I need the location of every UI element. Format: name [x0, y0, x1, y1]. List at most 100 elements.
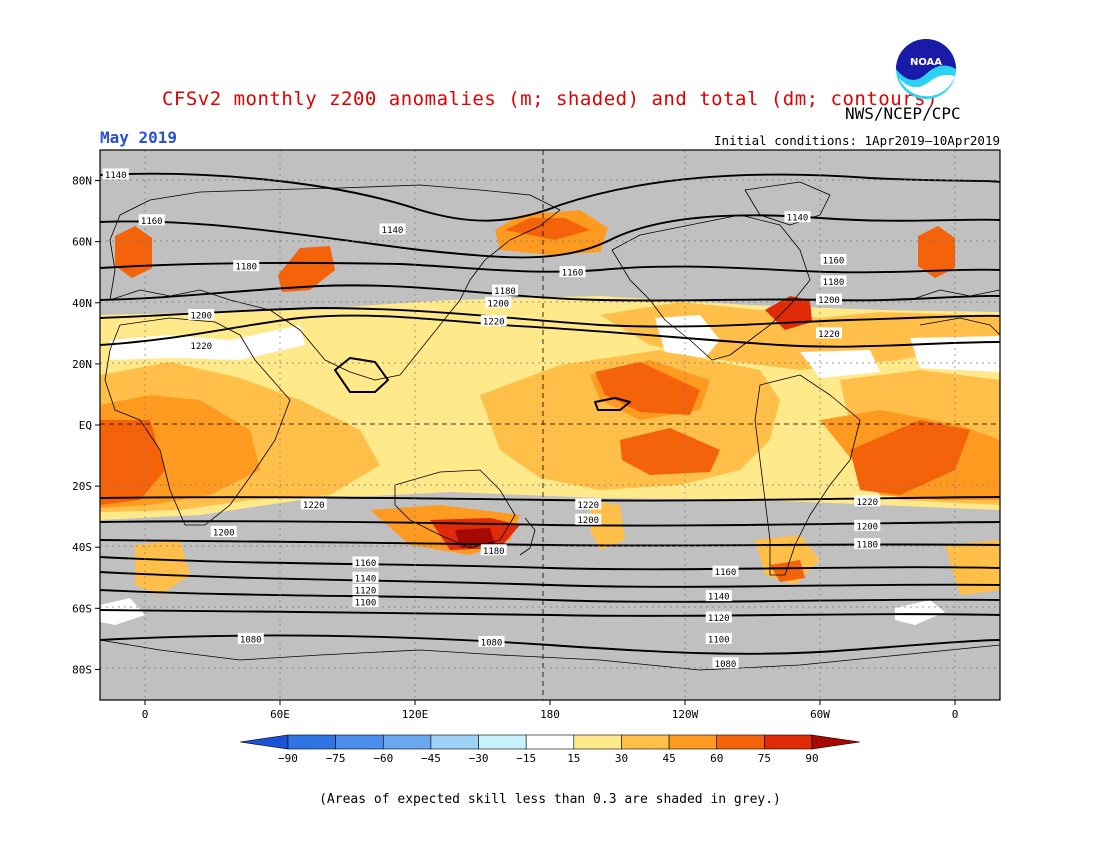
contour-label: 1080: [478, 635, 505, 648]
contour-label-bg: [210, 525, 237, 537]
contour-label: 1220: [188, 339, 215, 352]
contour-label-bg: [300, 498, 327, 510]
contour-label: 1080: [237, 632, 264, 645]
colorbar-arrow-high: [811, 734, 861, 750]
contour-label: 1200: [210, 525, 237, 538]
colorbar-tick-label: 75: [758, 752, 771, 765]
contour-label-text: 1080: [240, 635, 262, 645]
coastline-antarctica: [100, 639, 1000, 671]
contour-label-text: 1220: [190, 342, 212, 352]
lon-tick-label: 180: [540, 708, 560, 721]
colorbar-tick-label: −45: [421, 752, 441, 765]
contour-label: 1160: [138, 214, 165, 227]
contour-label-bg: [379, 223, 406, 235]
colorbar-tick-label: 15: [567, 752, 580, 765]
colorbar-tick-label: 90: [805, 752, 818, 765]
contour-label: 1220: [816, 327, 842, 340]
contour-label-bg: [352, 571, 379, 583]
contour-label-text: 1220: [818, 330, 840, 340]
colorbar-segment: [287, 734, 336, 750]
contour-label: 1140: [352, 571, 379, 584]
weak-anomaly-south-atlantic: [895, 600, 945, 625]
contour-label-text: 1100: [355, 599, 377, 609]
contour-label-bg: [816, 293, 842, 305]
contour-label: 1220: [854, 495, 881, 508]
contour-label: 1160: [352, 556, 379, 569]
coastline-africa: [104, 317, 291, 526]
contour-label-bg: [188, 309, 215, 320]
contour-1120-south: [100, 589, 1000, 603]
contour-label: 1220: [300, 498, 327, 511]
anomaly-bering-core: [505, 218, 590, 240]
contour-label-bg: [816, 327, 842, 339]
contour-label-bg: [705, 590, 732, 602]
noaa-logo: NOAA: [896, 39, 956, 99]
contour-label: 1120: [352, 584, 379, 597]
contour-label: 1200: [854, 519, 881, 532]
colorbar-segment: [430, 734, 479, 750]
contour-label-text: 1200: [487, 299, 509, 309]
contour-label-bg: [478, 635, 505, 647]
reference-axes: [100, 150, 1000, 700]
colorbar-tick-label: −60: [373, 752, 393, 765]
contour-label-bg: [784, 211, 811, 223]
agency-label: NWS/NCEP/CPC: [845, 104, 961, 123]
contour-label-text: 1080: [481, 638, 503, 648]
lat-tick-label: EQ: [79, 419, 92, 432]
contour-label: 1120: [705, 611, 732, 624]
colorbar-tick-label: −75: [326, 752, 346, 765]
contour-label: 1140: [102, 168, 129, 181]
contour-label: 1140: [379, 223, 406, 236]
contour-1080-south: [100, 634, 1000, 655]
contour-label: 1100: [352, 596, 379, 609]
contour-label-text: 1140: [708, 593, 730, 603]
contour-1140-north: [100, 172, 1000, 222]
contour-label-bg: [854, 495, 881, 507]
contour-1100-south: [100, 609, 1000, 617]
contour-label: 1140: [705, 590, 732, 603]
contour-label-text: 1200: [213, 528, 235, 538]
colorbar-tick-label: 60: [710, 752, 723, 765]
coastline-africa-repeat: [919, 317, 1000, 336]
contour-label-bg: [485, 296, 512, 308]
contour-label-bg: [820, 254, 847, 265]
contour-label-text: 1220: [483, 318, 505, 328]
lat-tick-label: 80S: [72, 663, 92, 676]
colorbar-segment: [716, 734, 765, 750]
contour-label-bg: [854, 519, 881, 531]
longitude-axis: 0 60E 120E 180 120W 60W 0: [142, 700, 958, 721]
contour-label-bg: [575, 498, 602, 510]
contour-label: 1160: [820, 254, 847, 267]
contour-label-text: 1200: [856, 522, 878, 532]
contour-label-bg: [138, 214, 165, 226]
contour-label: 1160: [712, 565, 739, 578]
contour-label-bg: [480, 315, 507, 327]
coastline-eurasia: [109, 184, 561, 381]
forecast-period: May 2019: [100, 128, 178, 147]
contour-label: 1100: [705, 632, 732, 645]
coastline-europe-repeat: [909, 289, 1000, 301]
lat-tick-label: 40S: [72, 541, 92, 554]
contour-1140-south: [100, 571, 1000, 588]
contour-label-bg: [352, 596, 379, 608]
contour-label: 1220: [480, 315, 507, 328]
contour-label-text: 1100: [708, 635, 730, 645]
contour-label: 1180: [492, 284, 518, 297]
contour-label-text: 1200: [577, 516, 599, 526]
contour-label-text: 1120: [355, 587, 377, 597]
colorbar-segment: [573, 734, 622, 750]
lon-tick-label: 60E: [270, 708, 290, 721]
colorbar: −90 −75 −60 −45 −30 −15 15 30 45 60 75 90: [239, 734, 861, 765]
contour-label-text: 1220: [856, 498, 878, 508]
contour-label-text: 1140: [355, 574, 377, 584]
contour-label-text: 1220: [577, 501, 599, 511]
contour-label-text: 1120: [708, 614, 730, 624]
anomaly-60-south-atlantic: [850, 420, 970, 495]
contour-label-text: 1180: [494, 287, 516, 297]
contour-1160-south: [100, 556, 1000, 571]
contour-label-text: 1160: [823, 257, 845, 267]
colorbar-segment: [335, 734, 384, 750]
footnote: (Areas of expected skill less than 0.3 a…: [319, 792, 781, 807]
contour-label-bg: [559, 266, 586, 278]
chart-title: CFSv2 monthly z200 anomalies (m; shaded)…: [161, 88, 939, 110]
